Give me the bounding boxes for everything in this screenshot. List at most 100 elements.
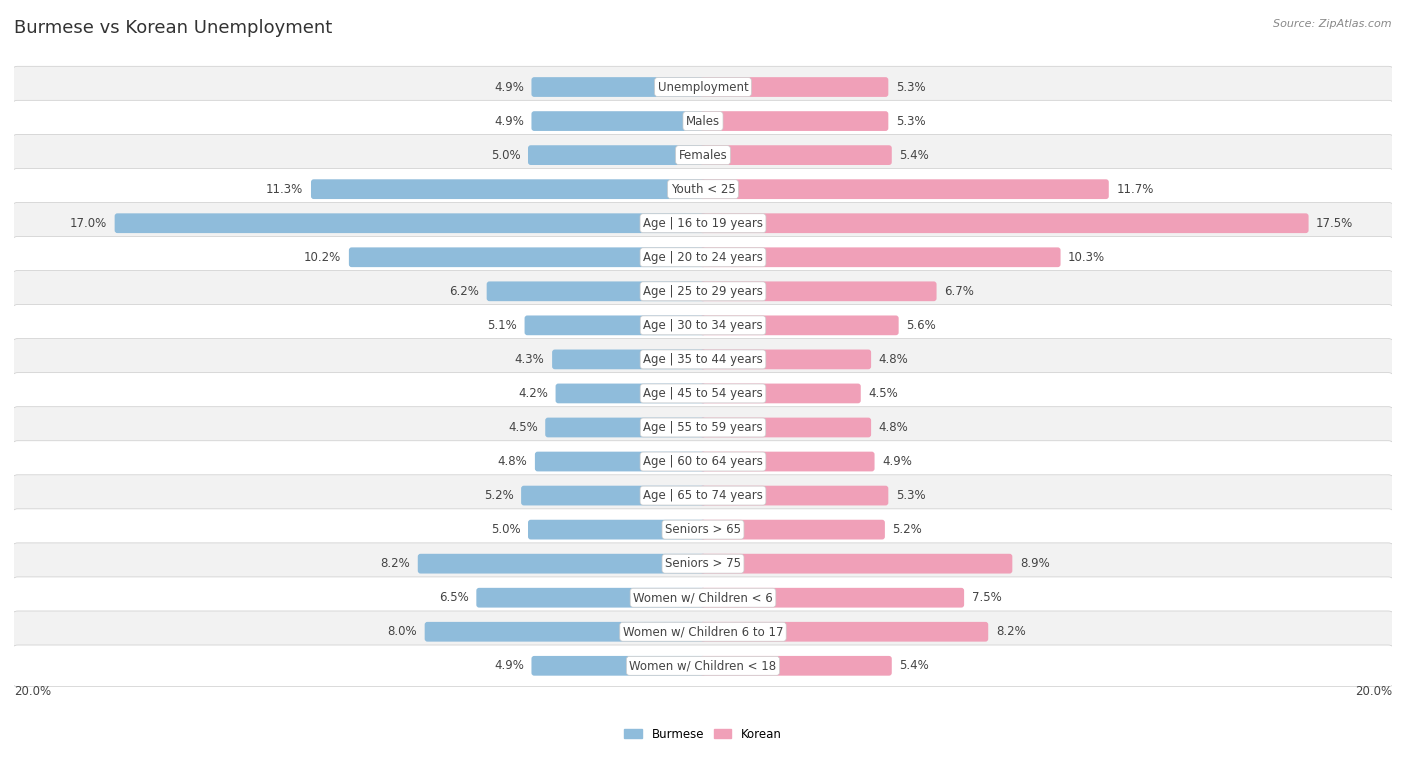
Text: 4.9%: 4.9% — [494, 114, 524, 128]
FancyBboxPatch shape — [13, 236, 1393, 278]
Text: 7.5%: 7.5% — [972, 591, 1001, 604]
Text: 4.8%: 4.8% — [879, 421, 908, 434]
FancyBboxPatch shape — [13, 270, 1393, 312]
FancyBboxPatch shape — [13, 134, 1393, 176]
Text: 4.2%: 4.2% — [519, 387, 548, 400]
FancyBboxPatch shape — [425, 622, 706, 642]
Text: Women w/ Children < 18: Women w/ Children < 18 — [630, 659, 776, 672]
Text: Youth < 25: Youth < 25 — [671, 182, 735, 195]
Text: 5.0%: 5.0% — [491, 523, 520, 536]
FancyBboxPatch shape — [700, 248, 1060, 267]
FancyBboxPatch shape — [13, 509, 1393, 550]
FancyBboxPatch shape — [700, 179, 1109, 199]
Text: Age | 60 to 64 years: Age | 60 to 64 years — [643, 455, 763, 468]
Text: 10.3%: 10.3% — [1069, 251, 1105, 263]
Text: Seniors > 75: Seniors > 75 — [665, 557, 741, 570]
Text: 5.0%: 5.0% — [491, 148, 520, 162]
FancyBboxPatch shape — [700, 418, 872, 438]
Text: 4.3%: 4.3% — [515, 353, 544, 366]
FancyBboxPatch shape — [700, 452, 875, 472]
Text: Women w/ Children < 6: Women w/ Children < 6 — [633, 591, 773, 604]
FancyBboxPatch shape — [13, 577, 1393, 618]
Text: 5.3%: 5.3% — [896, 114, 925, 128]
FancyBboxPatch shape — [13, 611, 1393, 653]
Text: 4.9%: 4.9% — [882, 455, 912, 468]
FancyBboxPatch shape — [13, 67, 1393, 107]
FancyBboxPatch shape — [13, 372, 1393, 414]
Text: 17.0%: 17.0% — [70, 217, 107, 229]
Text: Age | 55 to 59 years: Age | 55 to 59 years — [643, 421, 763, 434]
FancyBboxPatch shape — [13, 475, 1393, 516]
Text: 4.9%: 4.9% — [494, 659, 524, 672]
Text: Age | 65 to 74 years: Age | 65 to 74 years — [643, 489, 763, 502]
Text: 8.2%: 8.2% — [995, 625, 1025, 638]
Text: 4.8%: 4.8% — [879, 353, 908, 366]
Text: Males: Males — [686, 114, 720, 128]
Text: Unemployment: Unemployment — [658, 80, 748, 94]
FancyBboxPatch shape — [700, 145, 891, 165]
FancyBboxPatch shape — [531, 656, 706, 676]
Text: 5.4%: 5.4% — [900, 659, 929, 672]
Text: 6.2%: 6.2% — [450, 285, 479, 298]
Text: 20.0%: 20.0% — [1355, 685, 1392, 698]
FancyBboxPatch shape — [13, 645, 1393, 687]
Text: Age | 16 to 19 years: Age | 16 to 19 years — [643, 217, 763, 229]
Text: Burmese vs Korean Unemployment: Burmese vs Korean Unemployment — [14, 19, 332, 37]
Text: 5.2%: 5.2% — [484, 489, 513, 502]
Text: 5.1%: 5.1% — [488, 319, 517, 332]
FancyBboxPatch shape — [13, 202, 1393, 244]
FancyBboxPatch shape — [546, 418, 706, 438]
Text: 8.0%: 8.0% — [388, 625, 418, 638]
FancyBboxPatch shape — [13, 101, 1393, 142]
FancyBboxPatch shape — [700, 656, 891, 676]
Text: Women w/ Children 6 to 17: Women w/ Children 6 to 17 — [623, 625, 783, 638]
FancyBboxPatch shape — [522, 486, 706, 506]
Legend: Burmese, Korean: Burmese, Korean — [620, 723, 786, 745]
Text: 5.3%: 5.3% — [896, 489, 925, 502]
FancyBboxPatch shape — [486, 282, 706, 301]
Text: Source: ZipAtlas.com: Source: ZipAtlas.com — [1274, 19, 1392, 29]
FancyBboxPatch shape — [700, 350, 872, 369]
Text: 10.2%: 10.2% — [304, 251, 342, 263]
Text: 5.6%: 5.6% — [907, 319, 936, 332]
FancyBboxPatch shape — [13, 543, 1393, 584]
FancyBboxPatch shape — [531, 77, 706, 97]
Text: 20.0%: 20.0% — [14, 685, 51, 698]
FancyBboxPatch shape — [13, 338, 1393, 380]
Text: 5.3%: 5.3% — [896, 80, 925, 94]
Text: Age | 45 to 54 years: Age | 45 to 54 years — [643, 387, 763, 400]
FancyBboxPatch shape — [700, 588, 965, 608]
FancyBboxPatch shape — [700, 622, 988, 642]
FancyBboxPatch shape — [13, 168, 1393, 210]
FancyBboxPatch shape — [700, 316, 898, 335]
Text: 5.4%: 5.4% — [900, 148, 929, 162]
Text: 8.2%: 8.2% — [381, 557, 411, 570]
FancyBboxPatch shape — [700, 554, 1012, 574]
FancyBboxPatch shape — [529, 145, 706, 165]
Text: 4.8%: 4.8% — [498, 455, 527, 468]
Text: Seniors > 65: Seniors > 65 — [665, 523, 741, 536]
Text: 6.7%: 6.7% — [945, 285, 974, 298]
Text: 11.7%: 11.7% — [1116, 182, 1154, 195]
FancyBboxPatch shape — [477, 588, 706, 608]
FancyBboxPatch shape — [311, 179, 706, 199]
FancyBboxPatch shape — [700, 520, 884, 540]
FancyBboxPatch shape — [529, 520, 706, 540]
FancyBboxPatch shape — [418, 554, 706, 574]
Text: Age | 25 to 29 years: Age | 25 to 29 years — [643, 285, 763, 298]
FancyBboxPatch shape — [13, 304, 1393, 346]
Text: 4.5%: 4.5% — [508, 421, 537, 434]
FancyBboxPatch shape — [700, 384, 860, 403]
FancyBboxPatch shape — [700, 213, 1309, 233]
Text: 17.5%: 17.5% — [1316, 217, 1354, 229]
FancyBboxPatch shape — [700, 486, 889, 506]
Text: 8.9%: 8.9% — [1019, 557, 1050, 570]
FancyBboxPatch shape — [700, 111, 889, 131]
FancyBboxPatch shape — [13, 407, 1393, 448]
Text: 4.9%: 4.9% — [494, 80, 524, 94]
Text: Females: Females — [679, 148, 727, 162]
Text: 4.5%: 4.5% — [869, 387, 898, 400]
Text: 6.5%: 6.5% — [439, 591, 468, 604]
Text: Age | 30 to 34 years: Age | 30 to 34 years — [643, 319, 763, 332]
FancyBboxPatch shape — [555, 384, 706, 403]
